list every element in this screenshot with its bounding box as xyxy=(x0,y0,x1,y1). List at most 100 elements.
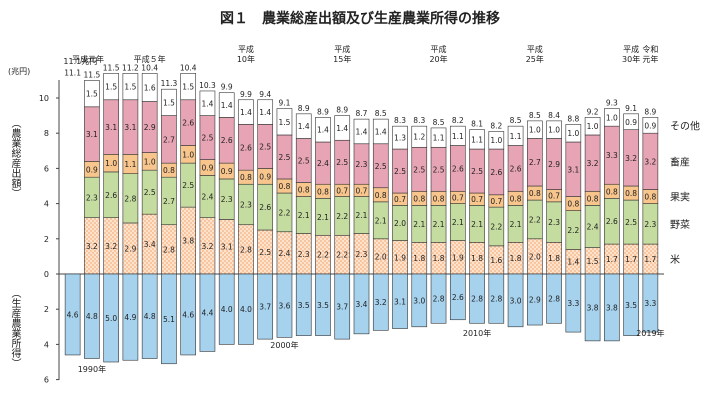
bar-total-label: 8.3 xyxy=(394,116,406,125)
era-annotation: 平成 xyxy=(431,44,447,54)
income-bar xyxy=(642,273,659,333)
bar-segment-label: 1.6 xyxy=(144,83,156,92)
income-bar xyxy=(604,273,620,342)
income-bar xyxy=(334,273,351,340)
bar-segment-label: 2.3 xyxy=(644,220,656,229)
bar-segment-label: 2.2 xyxy=(278,208,290,217)
bar-segment-label: 1.4 xyxy=(375,127,387,136)
bar-segment-label: 2.5 xyxy=(394,167,406,176)
bar-segment-label: 2.1 xyxy=(375,216,387,225)
bar-segment-label: 2.6 xyxy=(182,119,194,128)
bar-segment-label: 2.4 xyxy=(587,222,599,231)
first-total-note: 11.1兆円 xyxy=(63,56,97,66)
bar-segment-label: 2.6 xyxy=(490,168,502,177)
bar-segment-label: 2.2 xyxy=(490,222,502,231)
income-bar-label: 2.8 xyxy=(433,295,445,304)
bar-segment-other xyxy=(372,118,389,145)
bar-segment-label: 1.0 xyxy=(587,122,599,131)
bar-segment-label: 1.4 xyxy=(201,99,213,108)
bar-segment-label: 2.0 xyxy=(375,252,387,261)
bar-total-label: 8.9 xyxy=(317,107,329,116)
bar-segment-label: 1.5 xyxy=(587,257,599,266)
income-bar xyxy=(64,273,81,356)
upper-y-tick-label: 4 xyxy=(44,200,49,209)
bar-segment-label: 2.3 xyxy=(221,195,233,204)
bar-segment-label: 2.5 xyxy=(144,188,156,197)
bar-segment-label: 2.2 xyxy=(336,212,348,221)
bar-segment-other xyxy=(546,120,562,139)
bar-segment-label: 0.8 xyxy=(433,194,445,203)
bar-segment-label: 1.7 xyxy=(625,255,637,264)
bar-segment-label: 2.2 xyxy=(336,251,348,260)
income-bar-label: 3.5 xyxy=(625,301,637,310)
income-bar xyxy=(199,273,216,352)
bar-total-label: 9.9 xyxy=(221,83,233,92)
bar-segment-label: 2.2 xyxy=(529,215,541,224)
legend-label: 畜産 xyxy=(670,155,690,168)
bar-segment-other xyxy=(449,125,466,146)
bar-segment-label: 1.5 xyxy=(182,83,194,92)
bar-segment-label: 1.1 xyxy=(452,132,464,141)
bar-total-label: 8.7 xyxy=(356,109,368,118)
bar-total-label: 9.4 xyxy=(259,90,271,99)
bar-total-label: 8.9 xyxy=(298,104,310,113)
bar-segment-label: 0.8 xyxy=(375,191,387,200)
bar-segment-other xyxy=(623,113,639,130)
bar-segment-label: 0.7 xyxy=(471,195,483,204)
income-bar xyxy=(623,273,639,336)
bar-segment-label: 2.1 xyxy=(413,220,425,229)
income-bar-label: 3.7 xyxy=(259,303,271,312)
bar-total-label: 8.2 xyxy=(490,121,502,130)
bar-segment-label: 1.7 xyxy=(644,255,656,264)
income-bar-label: 5.0 xyxy=(105,314,117,323)
bar-segment-label: 3.1 xyxy=(105,123,117,132)
income-bar-label: 4.0 xyxy=(221,305,233,314)
income-bar xyxy=(238,273,254,345)
bar-segment-label: 3.2 xyxy=(86,242,98,251)
bar-total-label: 11.1 xyxy=(64,69,81,78)
bar-total-label: 11.3 xyxy=(161,79,178,88)
x-tick-label: 2019年 xyxy=(636,328,664,338)
bar-segment-label: 2.1 xyxy=(298,211,310,220)
bar-segment-label: 2.5 xyxy=(182,181,194,190)
legend-label: 野菜 xyxy=(670,219,690,231)
bar-segment-label: 1.4 xyxy=(317,126,329,135)
bar-segment-label: 1.1 xyxy=(124,160,136,169)
bar-segment-label: 1.9 xyxy=(394,253,406,262)
bar-segment-label: 3.4 xyxy=(144,240,156,249)
bar-segment-other xyxy=(161,88,177,116)
income-bar xyxy=(565,273,582,333)
income-bar xyxy=(180,273,196,356)
bar-segment-label: 2.6 xyxy=(105,191,117,200)
bar-segment-label: 2.5 xyxy=(298,156,310,165)
bar-segment-label: 0.8 xyxy=(625,189,637,198)
bar-segment-label: 1.1 xyxy=(471,135,483,144)
bar-segment-label: 3.2 xyxy=(625,154,637,163)
income-bar xyxy=(507,273,524,328)
legend-label: 果実 xyxy=(670,191,690,204)
bar-segment-label: 1.0 xyxy=(548,126,560,135)
income-bar-label: 4.0 xyxy=(240,305,252,314)
bar-segment-label: 1.8 xyxy=(510,254,522,263)
bar-segment-label: 2.5 xyxy=(278,153,290,162)
income-bar xyxy=(449,273,466,321)
bar-segment-label: 1.9 xyxy=(452,253,464,262)
bar-segment-label: 1.6 xyxy=(490,256,502,265)
bar-segment-label: 2.7 xyxy=(163,197,175,206)
bar-segment-label: 0.7 xyxy=(356,186,368,195)
bar-segment-label: 0.7 xyxy=(452,193,464,202)
bar-segment-label: 0.9 xyxy=(644,121,656,130)
upper-axis-label: （農業総産出額） xyxy=(9,118,20,198)
income-bar xyxy=(430,273,447,324)
upper-y-tick-label: 6 xyxy=(44,164,49,173)
income-bar-label: 3.1 xyxy=(394,297,406,306)
bar-segment-label: 0.9 xyxy=(86,165,98,174)
bar-segment-other xyxy=(565,124,582,143)
income-bar xyxy=(315,273,331,336)
bar-segment-other xyxy=(238,99,254,125)
chart-title: 図１ 農業総産出額及び生産農業所得の推移 xyxy=(220,11,500,27)
x-tick-label: 2010年 xyxy=(463,328,491,338)
income-bar xyxy=(469,273,485,324)
income-bar xyxy=(372,273,389,331)
income-bar-label: 2.9 xyxy=(529,296,541,305)
